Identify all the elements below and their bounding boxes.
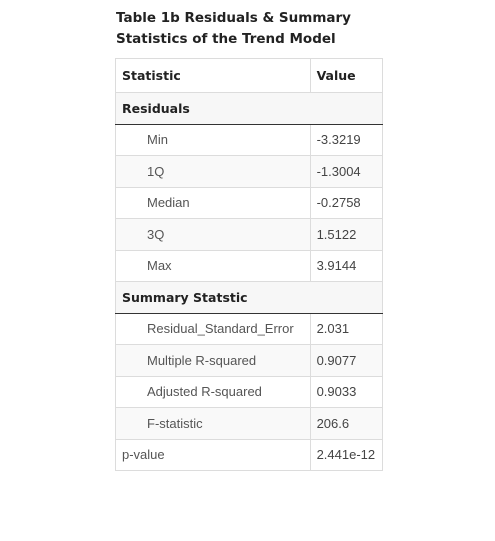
statistic-cell: Adjusted R-squared (115, 375, 311, 408)
caption-line-1: Table 1b Residuals & Summary (116, 10, 351, 26)
statistic-cell: Residual_Standard_Error (115, 312, 311, 345)
value-cell: 3.9144 (309, 249, 384, 282)
statistic-cell: 3Q (115, 218, 311, 251)
group-label: Summary Statstic (115, 281, 383, 314)
statistic-cell: Min (115, 123, 311, 156)
caption-line-2: Statistics of the Trend Model (116, 31, 336, 47)
table-row: Min -3.3219 (115, 123, 384, 156)
table-row: Median -0.2758 (115, 186, 384, 219)
statistics-table: Statistic Value Residuals Min -3.3219 1Q… (115, 58, 384, 471)
table-row: 3Q 1.5122 (115, 218, 384, 251)
value-cell: -1.3004 (309, 155, 384, 188)
value-cell: -0.2758 (309, 186, 384, 219)
group-row-residuals: Residuals (115, 92, 383, 125)
value-cell: 2.441e-12 (309, 438, 384, 471)
statistic-cell: Max (115, 249, 311, 282)
header-row: Statistic Value (115, 58, 384, 93)
statistic-cell: F-statistic (115, 407, 311, 440)
value-cell: -3.3219 (309, 123, 384, 156)
table-row: 1Q -1.3004 (115, 155, 384, 188)
statistic-cell: Multiple R-squared (115, 344, 311, 377)
statistic-cell: Median (115, 186, 311, 219)
value-cell: 0.9033 (309, 375, 384, 408)
statistic-cell: p-value (115, 438, 311, 471)
table-caption: Table 1b Residuals & Summary Statistics … (116, 8, 376, 50)
table-row: Max 3.9144 (115, 249, 384, 282)
table-row: Residual_Standard_Error 2.031 (115, 312, 384, 345)
table-row: Adjusted R-squared 0.9033 (115, 375, 384, 408)
value-cell: 2.031 (309, 312, 384, 345)
header-value: Value (309, 58, 384, 93)
table-row-p-value: p-value 2.441e-12 (115, 438, 384, 471)
value-cell: 1.5122 (309, 218, 384, 251)
table-row: F-statistic 206.6 (115, 407, 384, 440)
header-statistic: Statistic (115, 58, 311, 93)
statistic-cell: 1Q (115, 155, 311, 188)
group-label: Residuals (115, 92, 383, 125)
value-cell: 0.9077 (309, 344, 384, 377)
table-row: Multiple R-squared 0.9077 (115, 344, 384, 377)
value-cell: 206.6 (309, 407, 384, 440)
group-row-summary: Summary Statstic (115, 281, 383, 314)
